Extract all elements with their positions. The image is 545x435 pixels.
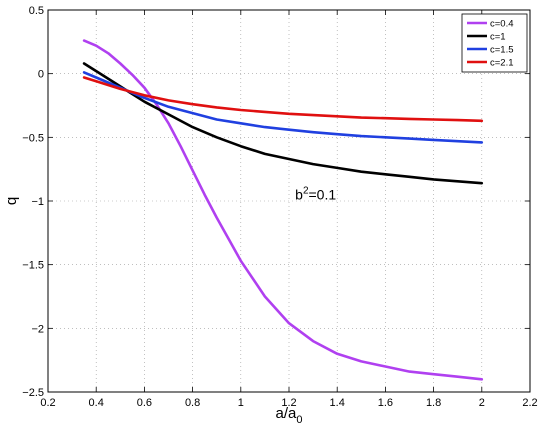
series-line-c-0-4: [82, 39, 484, 381]
annotation-rest: =0.1: [309, 187, 337, 203]
y-tick-label: −1: [31, 196, 44, 208]
x-tick-labels: 0.2 0.4 0.6 0.8 1 1.2 1.4 1.6 1.8 2 2.2: [40, 397, 537, 409]
x-tick-label: 1.2: [281, 397, 296, 409]
x-tick-label: 0.2: [40, 397, 55, 409]
y-tick-label: −0.5: [22, 132, 44, 144]
x-tick-label: 1.4: [330, 397, 345, 409]
legend-label: c=1: [490, 32, 506, 43]
legend-items: c=0.4 c=1 c=1.5 c=2.1: [467, 19, 514, 69]
legend-label: c=2.1: [490, 58, 514, 69]
y-tick-label: 0.5: [29, 5, 44, 17]
x-axis-label-subscript: 0: [296, 414, 302, 426]
y-tick-label: 0: [38, 69, 44, 81]
y-tick-label: −2.5: [22, 387, 44, 399]
x-tick-label: 1: [238, 397, 244, 409]
series-line-c-1-5: [82, 71, 484, 144]
x-tick-label: 0.6: [137, 397, 152, 409]
series-layer: [82, 39, 484, 381]
legend: c=0.4 c=1 c=1.5 c=2.1: [461, 13, 528, 73]
y-tick-labels: 0.5 0 −0.5 −1 −1.5 −2 −2.5: [22, 5, 44, 399]
y-axis-label: q: [3, 197, 20, 205]
x-tick-label: 2: [479, 397, 485, 409]
x-axis-label: a/a0: [276, 405, 303, 426]
y-tick-label: −1.5: [22, 260, 44, 272]
annotation-base: b: [295, 187, 303, 203]
parameter-annotation: b2=0.1: [295, 186, 336, 203]
series-line-c-1: [82, 62, 484, 185]
grid: [48, 10, 530, 392]
legend-label: c=1.5: [490, 45, 514, 56]
x-tick-label: 0.4: [89, 397, 104, 409]
x-axis-label-main: a/a: [276, 405, 298, 422]
x-tick-label: 2.2: [522, 397, 537, 409]
x-tick-label: 1.6: [378, 397, 393, 409]
x-tick-label: 1.8: [426, 397, 441, 409]
y-tick-label: −2: [31, 323, 44, 335]
legend-label: c=0.4: [490, 19, 514, 30]
x-tick-label: 0.8: [185, 397, 200, 409]
series-line-c-2-1: [82, 76, 484, 123]
annotation-superscript: 2: [303, 186, 309, 197]
ticks: [47, 9, 531, 393]
